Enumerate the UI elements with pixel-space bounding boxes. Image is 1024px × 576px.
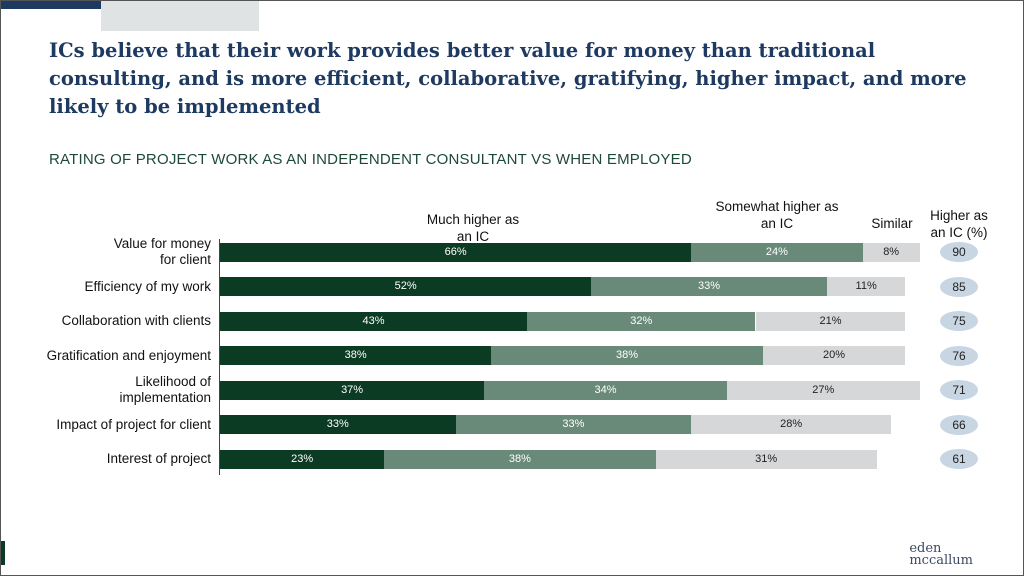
total-pill: 61 xyxy=(940,449,978,469)
bar-segment xyxy=(862,242,920,262)
total-pill: 71 xyxy=(940,380,978,400)
legend-header: Somewhat higher as an IC xyxy=(715,199,839,231)
bar-segment xyxy=(220,415,456,434)
value-label: 20% xyxy=(823,349,846,361)
value-label: 31% xyxy=(755,452,778,465)
bar-segment xyxy=(826,277,906,296)
category-label: Likelihood of implementation xyxy=(119,374,211,405)
bar-segment xyxy=(591,277,827,296)
top-box xyxy=(101,1,259,31)
value-label: 24% xyxy=(765,245,788,258)
bar-segment xyxy=(762,346,906,365)
totals-header: Higher as an IC (%) xyxy=(930,208,988,240)
category-label: Impact of project for client xyxy=(56,416,211,432)
value-label: 11% xyxy=(855,280,877,292)
value-label: 33% xyxy=(562,418,585,430)
value-label: 33% xyxy=(698,280,721,292)
top-accent xyxy=(1,1,189,9)
bar-segment xyxy=(726,380,920,400)
category-label: Collaboration with clients xyxy=(61,313,211,328)
bar-segment xyxy=(384,449,656,469)
value-label: 38% xyxy=(508,452,531,465)
bar-segment xyxy=(220,242,692,262)
value-label: 23% xyxy=(291,452,314,465)
legend-header: Similar xyxy=(871,216,913,231)
subtitle: RATING OF PROJECT WORK AS AN INDEPENDENT… xyxy=(49,151,692,168)
value-label: 27% xyxy=(812,383,835,396)
total-pill: 75 xyxy=(940,311,978,331)
bar-segment xyxy=(655,449,877,469)
bar-segment xyxy=(484,380,727,400)
bar-segment xyxy=(491,346,763,365)
bar-segment xyxy=(220,346,492,365)
value-label: 37% xyxy=(341,383,364,396)
bar-segment xyxy=(527,311,756,331)
value-label: 33% xyxy=(326,418,349,430)
bar-segment xyxy=(220,380,485,400)
category-label: Efficiency of my work xyxy=(84,278,211,294)
bar-segment xyxy=(755,311,906,331)
value-label: 34% xyxy=(594,383,617,396)
side-accent xyxy=(1,541,5,565)
bar-segment xyxy=(691,242,863,262)
bar-segment xyxy=(691,415,892,434)
category-label: Gratification and enjoyment xyxy=(46,347,211,363)
value-label: 28% xyxy=(780,418,803,430)
value-label: 52% xyxy=(394,280,417,292)
total-pill: 85 xyxy=(940,276,978,297)
total-pill: 76 xyxy=(940,345,978,366)
logo: eden mccallum xyxy=(909,541,973,568)
category-label: Interest of project xyxy=(106,451,211,466)
value-label: 66% xyxy=(444,245,467,258)
logo-line: eden xyxy=(909,541,942,556)
logo-line: mccallum xyxy=(909,553,973,568)
axis-line xyxy=(219,239,220,475)
total-pill: 66 xyxy=(940,414,978,435)
category-label: Value for money for client xyxy=(113,236,211,267)
bar-segment xyxy=(220,449,385,469)
value-label: 8% xyxy=(883,245,900,258)
value-label: 38% xyxy=(615,349,638,361)
bar-segment xyxy=(220,277,592,296)
bar-segment xyxy=(220,311,528,331)
title: ICs believe that their work provides bet… xyxy=(49,39,967,118)
value-label: 38% xyxy=(344,349,367,361)
bar-segment xyxy=(455,415,692,434)
value-label: 43% xyxy=(362,314,385,327)
total-pill: 90 xyxy=(940,242,978,262)
value-label: 32% xyxy=(630,314,653,327)
value-label: 21% xyxy=(819,314,842,327)
legend-header: Much higher as an IC xyxy=(426,212,520,244)
